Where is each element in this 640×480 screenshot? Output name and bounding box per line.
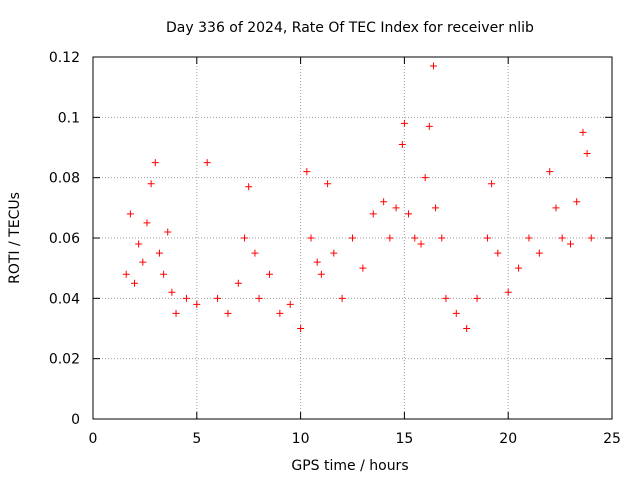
data-point [139,258,147,266]
data-point [432,204,440,212]
data-point [349,234,356,242]
y-tick-label: 0 [71,412,80,428]
data-point [535,249,543,257]
data-point [442,294,450,302]
data-point [303,168,311,176]
data-point [324,180,332,188]
y-tick-label: 0.12 [49,50,80,66]
data-point [566,240,574,248]
data-point [286,300,294,308]
data-point [160,270,168,278]
data-point [463,325,471,332]
data-point [155,249,163,257]
data-point [317,270,325,278]
data-point [338,294,346,302]
data-point [417,240,425,248]
data-point [488,180,496,188]
data-point [307,234,315,242]
data-point [297,325,305,332]
x-tick-label: 10 [292,431,310,447]
x-tick-label: 0 [89,431,98,447]
data-point [122,270,130,278]
data-point [515,264,523,272]
data-point [182,294,190,302]
y-tick-label: 0.02 [49,352,80,368]
data-point [421,174,429,182]
data-point [583,150,591,158]
data-point [429,62,437,70]
x-axis-label: GPS time / hours [291,458,408,474]
data-point [255,294,263,302]
data-point [405,210,413,218]
data-points [122,62,595,332]
data-point [473,294,481,302]
data-point [483,234,491,242]
y-tick-label: 0.1 [58,110,80,126]
data-point [494,249,502,257]
data-point [438,234,446,242]
data-point [151,159,159,167]
data-point [400,119,408,127]
data-point [386,234,394,242]
x-tick-label: 25 [603,431,621,447]
data-point [214,294,222,302]
chart-title: Day 336 of 2024, Rate Of TEC Index for r… [166,20,534,36]
y-axis-label: ROTI / TECUs [7,192,23,284]
x-tick-label: 15 [395,431,413,447]
data-point [135,240,143,248]
data-point [552,204,560,212]
data-point [587,234,595,242]
data-point [245,183,253,191]
y-tick-label: 0.06 [49,231,80,247]
data-point [579,128,587,136]
data-point [241,234,249,242]
y-tick-label: 0.08 [49,171,80,187]
data-point [131,279,139,287]
data-point [558,234,566,242]
data-point [265,270,273,278]
data-point [380,198,388,206]
data-point [369,210,377,218]
y-tick-label: 0.04 [49,291,80,307]
x-axis-ticks: 0 5 10 15 20 25 [89,57,621,447]
data-point [546,168,554,176]
data-point [452,309,460,317]
data-point [126,210,134,218]
data-point [224,309,232,317]
data-point [411,234,419,242]
data-point [168,288,176,296]
y-axis-ticks: 0 0.02 0.04 0.06 0.08 0.1 0.12 [49,50,612,428]
data-point [251,249,259,257]
data-point [313,258,321,266]
data-point [504,288,512,296]
data-point [573,198,581,206]
data-point [172,309,180,317]
data-point [147,180,155,188]
data-point [398,140,406,148]
x-tick-label: 5 [192,431,201,447]
data-point [234,279,242,287]
data-point [392,204,400,212]
data-point [276,309,284,317]
data-point [425,122,433,130]
data-point [143,219,151,227]
x-tick-label: 20 [499,431,517,447]
data-point [359,264,367,272]
data-point [164,228,172,236]
data-point [525,234,533,242]
data-point [193,300,201,308]
data-point [203,159,211,167]
data-point [330,249,338,257]
